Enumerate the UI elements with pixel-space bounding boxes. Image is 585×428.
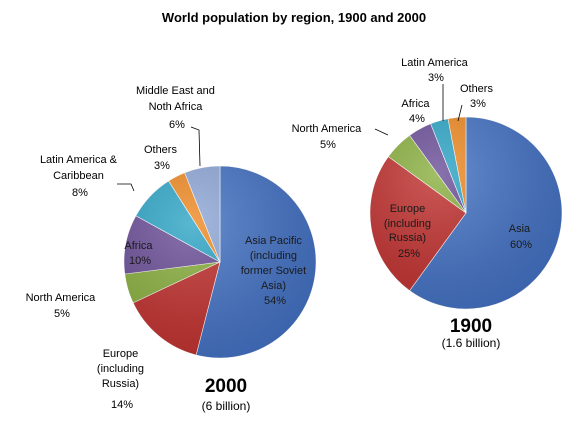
pie-1900-shading [370,117,562,309]
label-2000-north-america: North America 5% [26,292,99,320]
label-1900-north-america: North America 5% [292,123,365,151]
label-2000-latin-america: Latin America & Caribbean 8% [40,154,120,199]
year-2000: 2000 [205,376,247,397]
label-1900-europe: Europe (including Russia) 25% [384,203,434,260]
leader-2000-middle-east [190,126,201,167]
label-1900-others: Others 3% [460,83,496,110]
label-2000-asia-pacific: Asia Pacific (including former Soviet As… [241,235,309,307]
pie-2000-shading [124,166,316,358]
label-1900-latin-america: Latin America 3% [401,57,471,84]
pie-1900 [369,116,563,310]
label-2000-middle-east: Middle East and Noth Africa 6% [136,85,218,131]
label-1900-africa: Africa 4% [401,98,432,125]
leader-1900-others [457,104,463,122]
pie-2000 [123,165,317,359]
leader-2000-latin-america [117,183,135,192]
chart-title: World population by region, 1900 and 200… [162,10,426,25]
label-2000-africa: Africa 10% [124,240,155,267]
year-1900: 1900 [450,316,492,337]
label-2000-europe: Europe (including Russia) 14% [97,348,147,411]
labels-2000: Asia Pacific (including former Soviet As… [26,85,309,413]
labels-1900: Asia 60% Europe (including Russia) 25% N… [292,57,533,350]
leader-1900-north-america [374,128,389,136]
total-2000: (6 billion) [202,399,251,413]
total-1900: (1.6 billion) [442,336,501,350]
label-2000-others: Others 3% [144,144,180,172]
label-1900-asia: Asia 60% [509,223,533,251]
